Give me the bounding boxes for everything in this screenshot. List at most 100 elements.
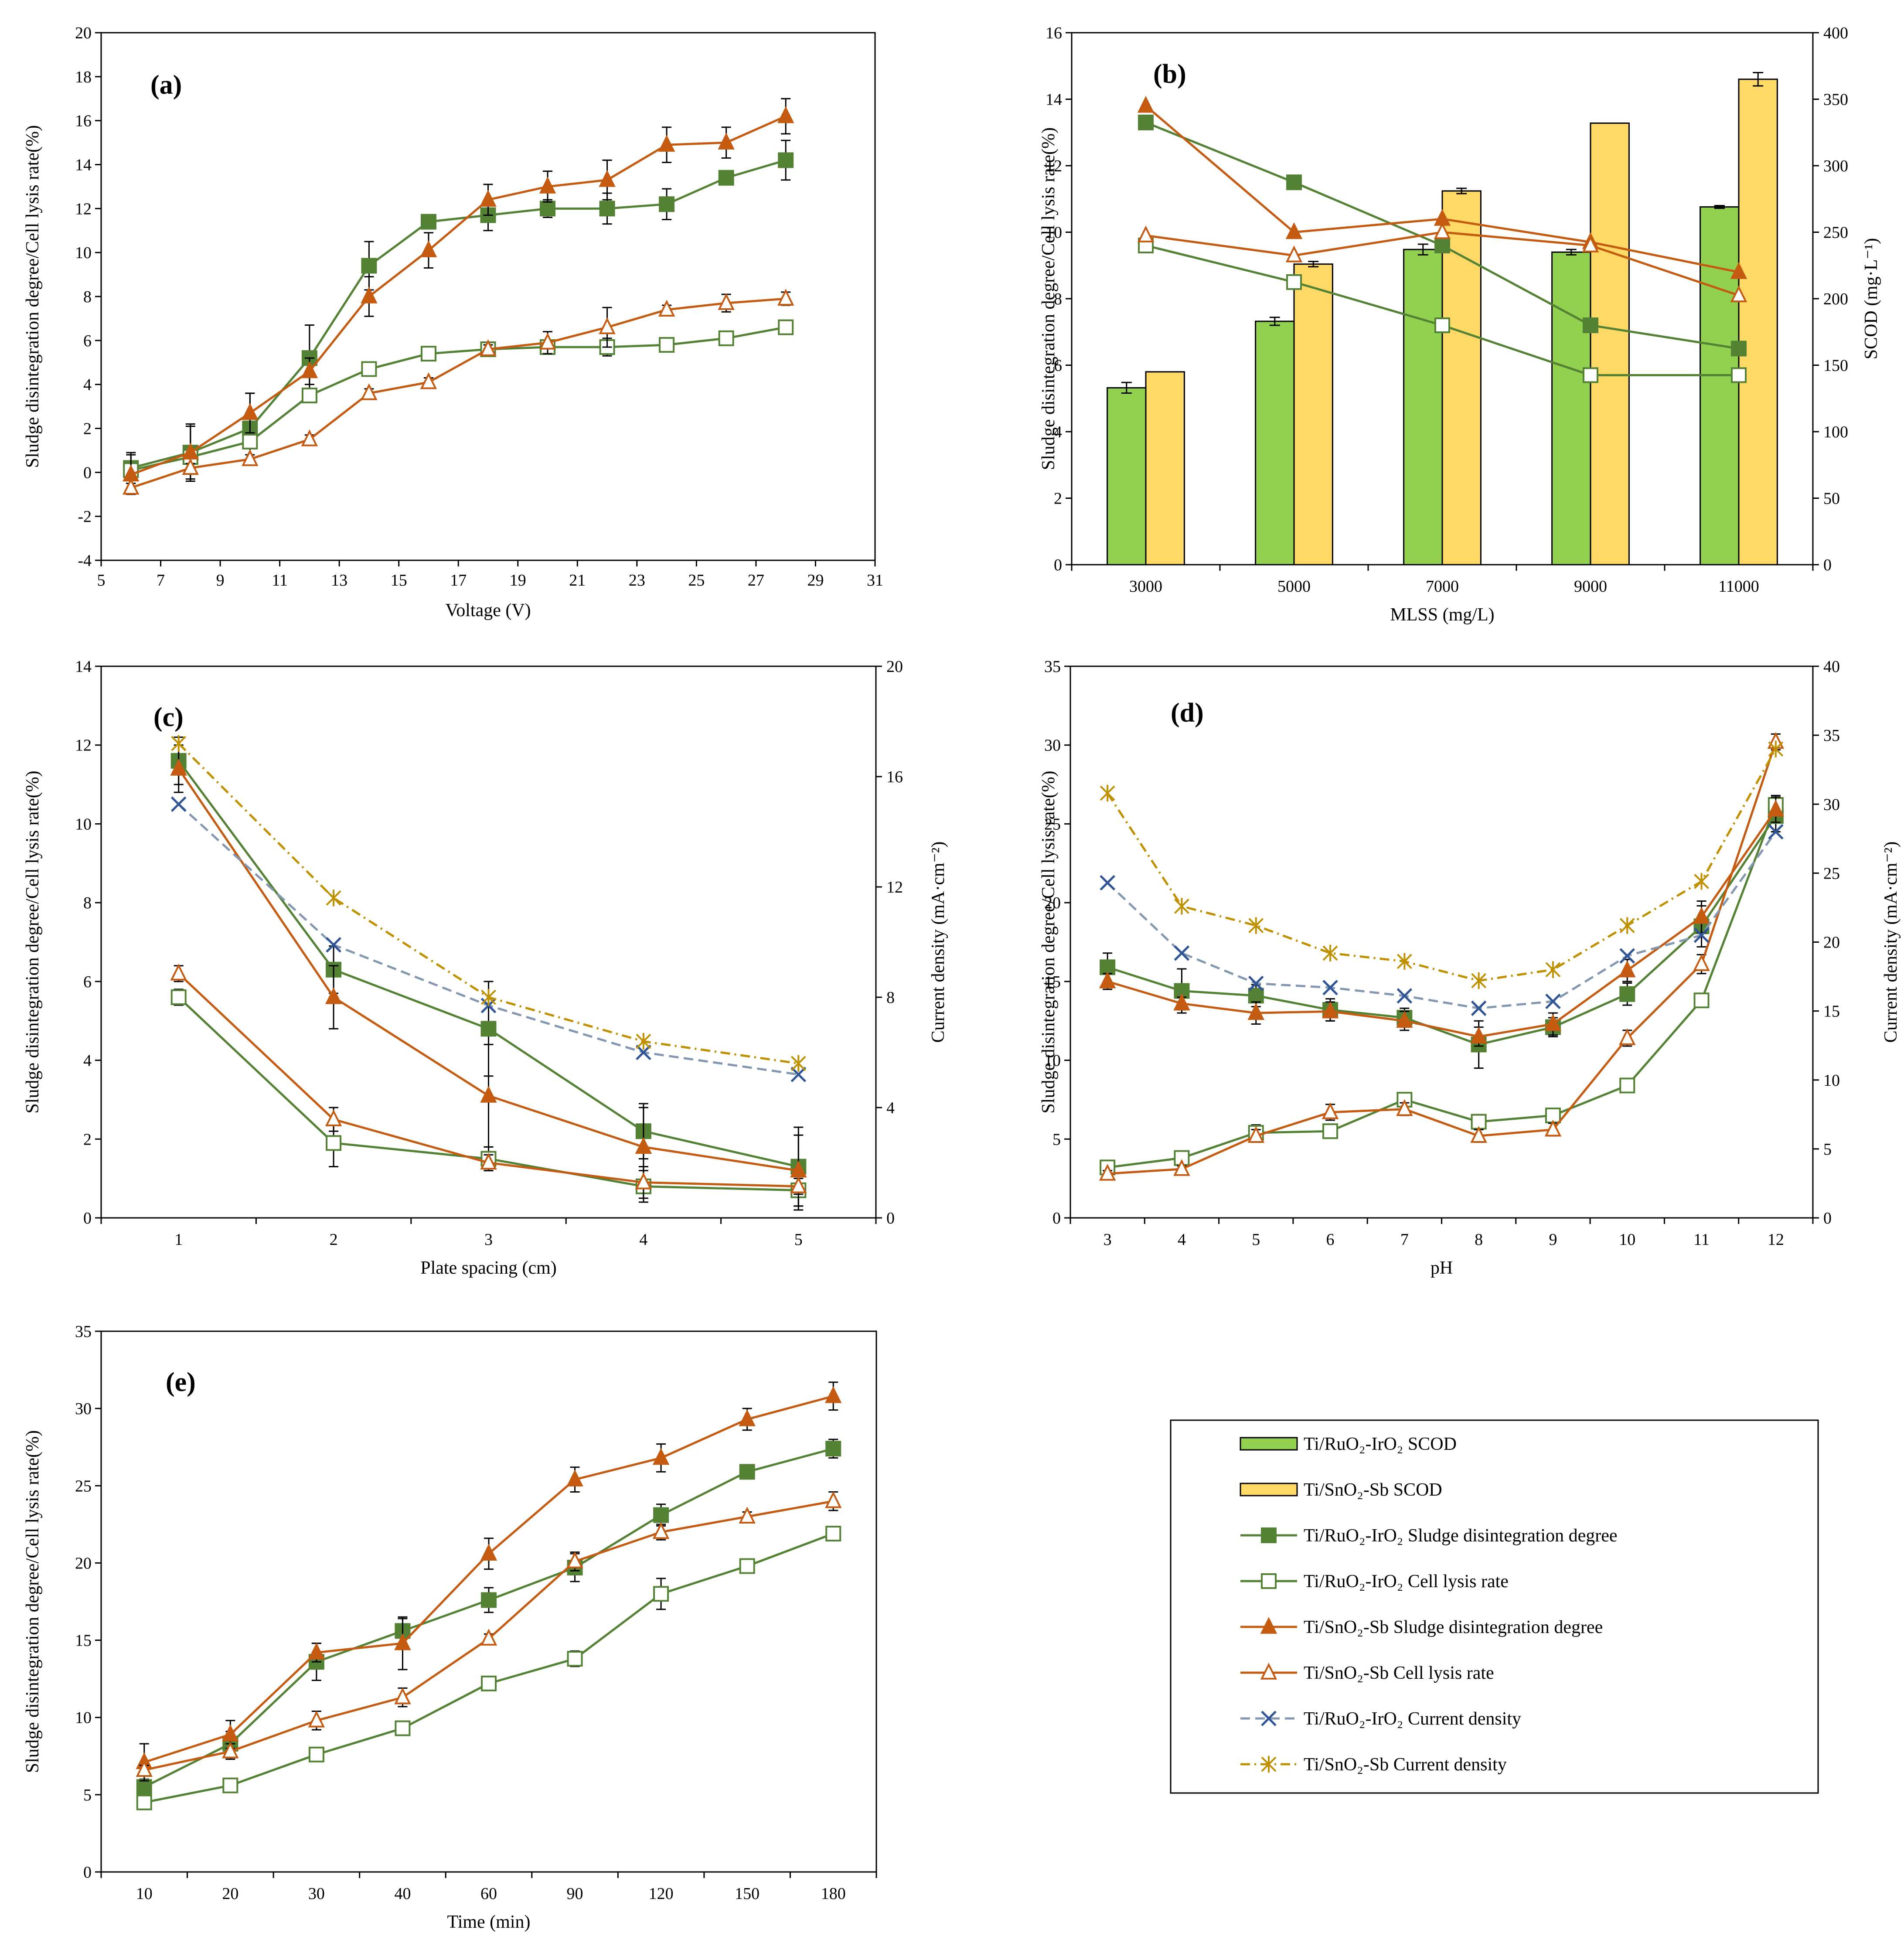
y2-tick-label: 200 [1823, 290, 1848, 308]
y2-tick-label: 0 [1823, 1209, 1832, 1227]
data-point [739, 1409, 756, 1426]
data-point [1286, 274, 1302, 290]
legend-swatch [1240, 1483, 1298, 1497]
y-tick-label: 0 [83, 1209, 92, 1227]
data-point [1544, 1014, 1562, 1031]
data-point [658, 135, 675, 152]
data-point [635, 1172, 652, 1190]
x-tick-label: 9 [216, 571, 225, 590]
y-tick-label: 8 [1054, 290, 1062, 308]
legend-marker [1261, 1756, 1277, 1773]
x-tick-label: 150 [735, 1885, 760, 1903]
series-line [130, 326, 786, 471]
data-point [1693, 907, 1710, 924]
x-tick-label: 120 [649, 1885, 674, 1903]
x-tick-label: 180 [821, 1885, 846, 1903]
data-point [325, 987, 342, 1004]
data-point [395, 1720, 411, 1736]
data-point [635, 1137, 652, 1154]
data-point [777, 106, 794, 123]
data-point [361, 383, 378, 400]
y-tick-label: 10 [1046, 224, 1062, 242]
y2-tick-label: 16 [886, 768, 903, 786]
x-tick-label: 23 [629, 571, 645, 590]
data-point [301, 387, 317, 403]
data-point [420, 372, 437, 389]
legend-swatch [1240, 1437, 1298, 1451]
series-line [1107, 815, 1777, 1046]
y-tick-label: 12 [1046, 157, 1062, 175]
y-tick-label: 30 [1044, 736, 1061, 755]
data-point [658, 300, 675, 317]
legend-item-ru_dd: Ti/RuO₂-IrO₂ Sludge disintegration degre… [1240, 1526, 1617, 1546]
y-tick-label: 6 [83, 973, 92, 991]
data-point [1470, 1126, 1487, 1143]
bar [1255, 320, 1295, 566]
data-point [222, 1777, 238, 1793]
y-tick-label: 0 [83, 1863, 92, 1882]
data-point [1730, 262, 1747, 279]
series-line [130, 297, 786, 489]
legend-label: Ti/SnO₂-Sb Current density [1304, 1755, 1507, 1775]
data-point [1285, 222, 1303, 239]
x-tick-label: 5 [794, 1231, 803, 1249]
x-tick-label: 3000 [1129, 577, 1162, 596]
data-point [739, 1558, 755, 1574]
bar-error-bar [1417, 243, 1428, 256]
x-tick-label: 5000 [1277, 577, 1311, 596]
bar-error-bar [1753, 72, 1764, 87]
bar-error-bar [1714, 205, 1725, 209]
data-point [539, 332, 556, 350]
data-point [1768, 824, 1784, 840]
data-point [420, 240, 437, 257]
y2-tick-label: 5 [1823, 1140, 1832, 1159]
y-tick-label: 30 [75, 1400, 92, 1418]
legend-item-sn_cd: Ti/SnO₂-Sb Current density [1240, 1755, 1507, 1775]
series-line [1107, 805, 1777, 1169]
y-tick-label: 25 [75, 1477, 92, 1495]
y-tick-label: 15 [1044, 973, 1061, 991]
data-point [1694, 873, 1709, 890]
x-tick-label: 29 [807, 571, 824, 590]
data-point [1768, 740, 1784, 757]
series-line [130, 159, 786, 469]
data-point [170, 759, 187, 776]
x-tick-label: 11 [1693, 1231, 1710, 1249]
y-tick-label: 14 [75, 156, 92, 174]
y-tick-label: 0 [1052, 1209, 1061, 1227]
legend-item-sn_dd: Ti/SnO₂-Sb Sludge disintegration degree [1240, 1617, 1603, 1637]
data-point [1767, 800, 1785, 817]
legend-marker [1261, 1711, 1277, 1726]
legend-frame [1170, 1419, 1819, 1794]
data-point [652, 1448, 670, 1465]
y-tick-label: 10 [75, 815, 92, 833]
x-tick-label: 10 [136, 1885, 153, 1903]
y2-axis-label: Current density (mA·cm⁻²) [1881, 842, 1901, 1043]
x-tick-label: 2 [330, 1231, 338, 1249]
panel-label: (d) [1171, 698, 1204, 728]
data-point [1322, 1001, 1339, 1019]
x-tick-label: 4 [639, 1231, 647, 1249]
data-point [1138, 114, 1154, 130]
legend-item-sn_scod: Ti/SnO₂-Sb SCOD [1240, 1480, 1442, 1500]
data-point [394, 1687, 411, 1705]
data-point [1434, 222, 1451, 239]
x-tick-label: 9 [1549, 1231, 1557, 1249]
data-point [599, 201, 615, 217]
y-tick-label: 14 [1046, 91, 1062, 109]
data-point [420, 214, 436, 230]
data-point [777, 289, 794, 306]
data-point [778, 319, 794, 335]
data-point [1100, 784, 1115, 802]
x-tick-label: 7 [1400, 1231, 1409, 1249]
x-tick-label: 60 [480, 1885, 497, 1903]
data-point [326, 890, 341, 907]
data-point [1174, 898, 1189, 915]
x-tick-label: 40 [394, 1885, 411, 1903]
data-point [1731, 367, 1747, 383]
panel-a-chart: -4 -2 0 2 4 6 8 10 12 14 16 18 20 5 7 9 11 13 15 17 19 21 23 25… [23, 24, 883, 620]
x-tick-label: 5 [97, 571, 106, 590]
data-point [1137, 225, 1155, 242]
data-point [636, 1044, 651, 1060]
series-line [1107, 748, 1777, 982]
